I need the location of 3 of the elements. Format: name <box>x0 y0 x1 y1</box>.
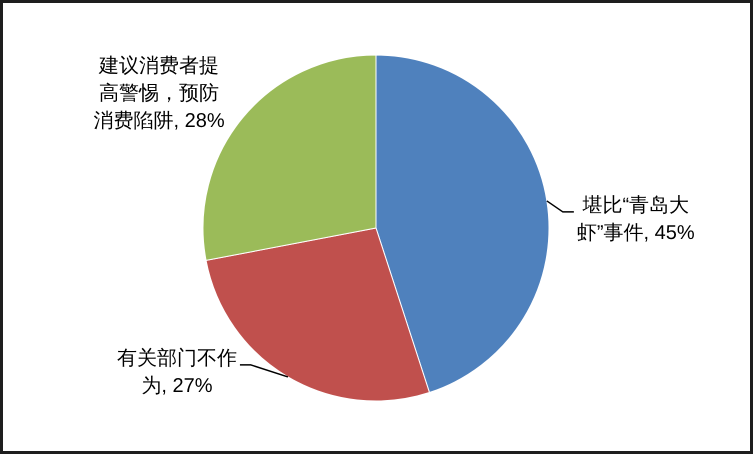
slice-label: 建议消费者提高警惕，预防消费陷阱, 28% <box>94 55 225 132</box>
slice-label: 有关部门不作为, 27% <box>116 347 237 397</box>
slice-label: 堪比“青岛大虾”事件, 45% <box>576 194 695 244</box>
